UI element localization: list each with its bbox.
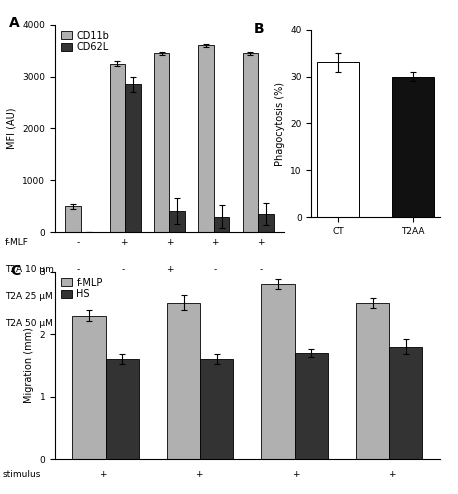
Bar (258, 214, 273, 232)
Bar (72, 316, 105, 459)
Text: B: B (254, 22, 264, 36)
Bar (198, 45, 214, 232)
Text: +: + (388, 470, 395, 479)
Bar (167, 303, 200, 459)
Text: f-MLF: f-MLF (5, 238, 28, 247)
Text: +: + (166, 238, 173, 247)
Text: +: + (257, 238, 265, 247)
Legend: CD11b, CD62L: CD11b, CD62L (60, 30, 110, 53)
Bar (262, 284, 294, 459)
Text: T2A 50 μM: T2A 50 μM (5, 319, 53, 328)
Text: -: - (259, 292, 263, 301)
Bar (169, 211, 185, 232)
Bar (294, 353, 327, 459)
Text: C: C (11, 264, 21, 278)
Text: -: - (76, 292, 80, 301)
Text: stimulus: stimulus (3, 470, 41, 479)
Bar (105, 359, 139, 459)
Y-axis label: MFI (AU): MFI (AU) (7, 108, 16, 149)
Legend: f-MLP, HS: f-MLP, HS (60, 277, 104, 300)
Bar (243, 53, 258, 232)
Bar (65, 206, 81, 232)
Y-axis label: Migration (mm): Migration (mm) (24, 328, 34, 404)
Text: +: + (212, 292, 219, 301)
Bar (214, 217, 229, 232)
Bar (109, 64, 125, 232)
Bar (154, 53, 169, 232)
Text: -: - (213, 319, 217, 328)
Text: -: - (122, 319, 125, 328)
Bar (200, 359, 233, 459)
Bar (393, 77, 434, 217)
Text: T2A 10 μm: T2A 10 μm (5, 265, 54, 274)
Text: +: + (166, 265, 173, 274)
Text: -: - (76, 265, 80, 274)
Text: T2A 25 μM: T2A 25 μM (5, 292, 52, 301)
Text: +: + (99, 470, 107, 479)
Y-axis label: Phagocytosis (%): Phagocytosis (%) (275, 82, 285, 165)
Bar (125, 84, 141, 232)
Text: +: + (120, 238, 127, 247)
Text: -: - (259, 265, 263, 274)
Text: -: - (76, 238, 80, 247)
Text: -: - (122, 292, 125, 301)
Text: +: + (257, 319, 265, 328)
Text: -: - (168, 319, 171, 328)
Text: A: A (9, 16, 20, 31)
Text: -: - (122, 265, 125, 274)
Text: +: + (212, 238, 219, 247)
Text: +: + (292, 470, 299, 479)
Text: -: - (213, 265, 217, 274)
Text: -: - (168, 292, 171, 301)
Bar (356, 303, 389, 459)
Text: -: - (76, 319, 80, 328)
Text: +: + (196, 470, 203, 479)
Bar (317, 63, 359, 217)
Bar (389, 347, 422, 459)
